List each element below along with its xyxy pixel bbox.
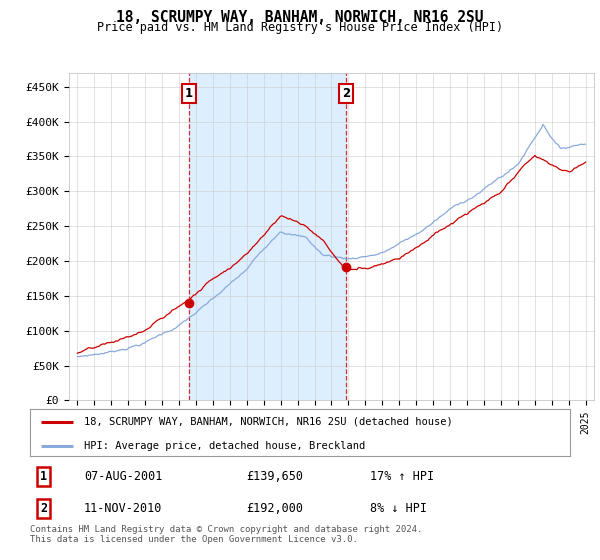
Text: 2: 2 bbox=[342, 87, 350, 100]
Text: 17% ↑ HPI: 17% ↑ HPI bbox=[370, 470, 434, 483]
Text: 1: 1 bbox=[40, 470, 47, 483]
Text: Contains HM Land Registry data © Crown copyright and database right 2024.
This d: Contains HM Land Registry data © Crown c… bbox=[30, 525, 422, 544]
Text: £192,000: £192,000 bbox=[246, 502, 303, 515]
Text: 07-AUG-2001: 07-AUG-2001 bbox=[84, 470, 163, 483]
Text: 11-NOV-2010: 11-NOV-2010 bbox=[84, 502, 163, 515]
Text: HPI: Average price, detached house, Breckland: HPI: Average price, detached house, Brec… bbox=[84, 441, 365, 451]
Text: Price paid vs. HM Land Registry's House Price Index (HPI): Price paid vs. HM Land Registry's House … bbox=[97, 21, 503, 34]
Bar bbox=[189, 73, 346, 400]
Text: 8% ↓ HPI: 8% ↓ HPI bbox=[370, 502, 427, 515]
Text: 1: 1 bbox=[185, 87, 193, 100]
Text: 2: 2 bbox=[40, 502, 47, 515]
Text: 18, SCRUMPY WAY, BANHAM, NORWICH, NR16 2SU: 18, SCRUMPY WAY, BANHAM, NORWICH, NR16 2… bbox=[116, 10, 484, 25]
Text: 18, SCRUMPY WAY, BANHAM, NORWICH, NR16 2SU (detached house): 18, SCRUMPY WAY, BANHAM, NORWICH, NR16 2… bbox=[84, 417, 453, 427]
Text: £139,650: £139,650 bbox=[246, 470, 303, 483]
